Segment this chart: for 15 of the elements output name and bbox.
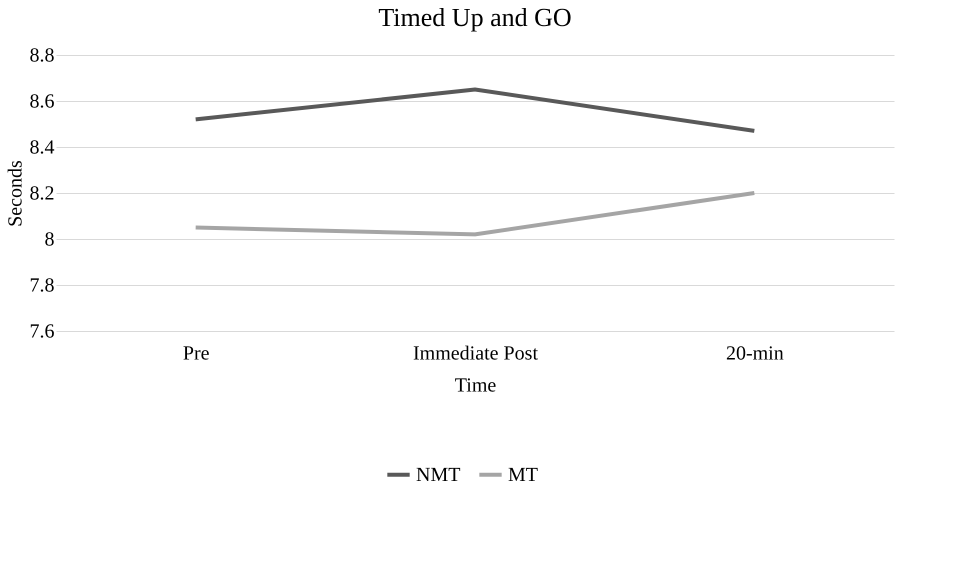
legend-label: MT	[508, 464, 538, 486]
y-tick-label: 8.4	[30, 136, 54, 158]
y-tick-label: 7.6	[30, 320, 54, 342]
x-axis-title: Time	[454, 374, 496, 396]
y-tick-label: 7.8	[30, 274, 54, 296]
y-tick-label: 8.6	[30, 90, 54, 112]
y-tick-label: 8.8	[30, 44, 54, 66]
chart-title: Timed Up and GO	[378, 3, 572, 32]
x-tick-label: Pre	[182, 342, 210, 364]
y-axis-title: Seconds	[4, 160, 26, 227]
y-tick-label: 8	[44, 228, 54, 250]
legend-label: NMT	[416, 464, 460, 486]
y-tick-label: 8.2	[30, 182, 54, 204]
x-tick-label: Immediate Post	[413, 342, 538, 364]
x-tick-label: 20-min	[726, 342, 784, 364]
